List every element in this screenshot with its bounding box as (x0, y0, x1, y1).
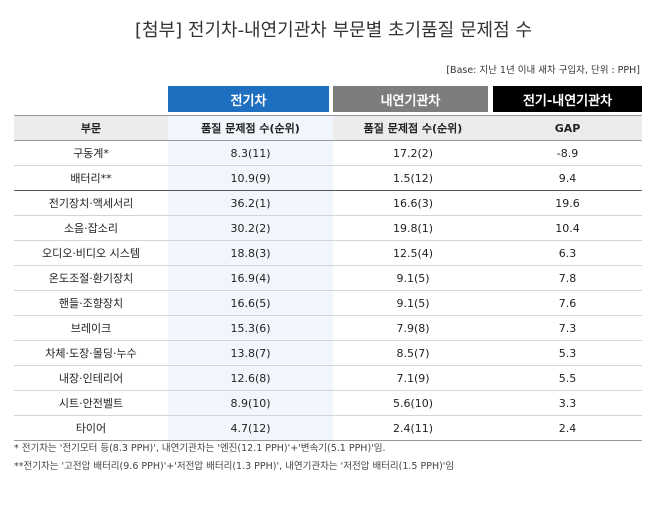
table-row: 브레이크 15.3(6) 7.9(8) 7.3 (14, 315, 642, 341)
ev-value-cell: 16.9(4) (168, 265, 333, 291)
ice-value-cell: 8.5(7) (333, 340, 493, 366)
table-row: 온도조절·환기장치 16.9(4) 9.1(5) 7.8 (14, 265, 642, 291)
gap-value-cell: 3.3 (493, 390, 642, 416)
ice-value-cell: 5.6(10) (333, 390, 493, 416)
ev-value-cell: 4.7(12) (168, 415, 333, 441)
ev-column-header: 품질 문제점 수(순위) (168, 115, 333, 141)
ice-value-cell: 1.5(12) (333, 165, 493, 191)
category-column-header: 부문 (14, 115, 168, 141)
ev-value-cell: 36.2(1) (168, 190, 333, 216)
footnote-battery: **전기차는 '고전압 배터리(9.6 PPH)'+'저전압 배터리(1.3 P… (14, 461, 455, 472)
ice-column-header: 품질 문제점 수(순위) (333, 115, 493, 141)
category-cell: 배터리** (14, 165, 168, 191)
gap-value-cell: 7.3 (493, 315, 642, 341)
ev-value-cell: 15.3(6) (168, 315, 333, 341)
ice-value-cell: 7.1(9) (333, 365, 493, 391)
category-cell: 타이어 (14, 415, 168, 441)
footnote-powertrain: * 전기차는 '전기모터 등(8.3 PPH)', 내연기관차는 '엔진(12.… (14, 443, 386, 454)
ice-value-cell: 17.2(2) (333, 140, 493, 166)
table-row: 타이어 4.7(12) 2.4(11) 2.4 (14, 415, 642, 441)
category-cell: 오디오·비디오 시스템 (14, 240, 168, 266)
category-cell: 구동계* (14, 140, 168, 166)
base-note: [Base: 지난 1년 이내 새차 구입자, 단위 : PPH] (446, 65, 640, 76)
ev-value-cell: 16.6(5) (168, 290, 333, 316)
table-row: 배터리** 10.9(9) 1.5(12) 9.4 (14, 165, 642, 191)
gap-value-cell: 9.4 (493, 165, 642, 191)
ice-value-cell: 2.4(11) (333, 415, 493, 441)
gap-value-cell: 2.4 (493, 415, 642, 441)
category-cell: 브레이크 (14, 315, 168, 341)
footnotes: * 전기차는 '전기모터 등(8.3 PPH)', 내연기관차는 '엔진(12.… (14, 440, 454, 476)
ev-value-cell: 12.6(8) (168, 365, 333, 391)
ev-value-cell: 18.8(3) (168, 240, 333, 266)
gap-value-cell: -8.9 (493, 140, 642, 166)
gap-value-cell: 5.5 (493, 365, 642, 391)
ice-value-cell: 9.1(5) (333, 265, 493, 291)
category-cell: 온도조절·환기장치 (14, 265, 168, 291)
ice-value-cell: 9.1(5) (333, 290, 493, 316)
gap-value-cell: 7.8 (493, 265, 642, 291)
table-row: 오디오·비디오 시스템 18.8(3) 12.5(4) 6.3 (14, 240, 642, 266)
table-row: 구동계* 8.3(11) 17.2(2) -8.9 (14, 140, 642, 166)
category-cell: 핸들·조향장치 (14, 290, 168, 316)
column-header-row: 부문 품질 문제점 수(순위) 품질 문제점 수(순위) GAP (14, 115, 642, 141)
table-row: 전기장치·액세서리 36.2(1) 16.6(3) 19.6 (14, 190, 642, 216)
table-row: 시트·안전벨트 8.9(10) 5.6(10) 3.3 (14, 390, 642, 416)
table-row: 차체·도장·몰딩·누수 13.8(7) 8.5(7) 5.3 (14, 340, 642, 366)
gap-value-cell: 5.3 (493, 340, 642, 366)
page-title: [첨부] 전기차-내연기관차 부문별 초기품질 문제점 수 (135, 20, 532, 41)
gap-value-cell: 7.6 (493, 290, 642, 316)
ice-group-header: 내연기관차 (333, 86, 488, 112)
ev-value-cell: 8.3(11) (168, 140, 333, 166)
ev-value-cell: 10.9(9) (168, 165, 333, 191)
ice-value-cell: 12.5(4) (333, 240, 493, 266)
gap-value-cell: 6.3 (493, 240, 642, 266)
ev-group-header: 전기차 (168, 86, 329, 112)
ev-value-cell: 8.9(10) (168, 390, 333, 416)
table-row: 소음·잡소리 30.2(2) 19.8(1) 10.4 (14, 215, 642, 241)
gap-value-cell: 19.6 (493, 190, 642, 216)
ice-value-cell: 19.8(1) (333, 215, 493, 241)
ice-value-cell: 16.6(3) (333, 190, 493, 216)
ev-value-cell: 30.2(2) (168, 215, 333, 241)
category-cell: 소음·잡소리 (14, 215, 168, 241)
quality-table: 부문 품질 문제점 수(순위) 품질 문제점 수(순위) GAP 구동계* 8.3… (14, 115, 642, 441)
category-cell: 내장·인테리어 (14, 365, 168, 391)
table-row: 내장·인테리어 12.6(8) 7.1(9) 5.5 (14, 365, 642, 391)
table-body: 구동계* 8.3(11) 17.2(2) -8.9 배터리** 10.9(9) 1.5(12… (14, 140, 642, 441)
ev-value-cell: 13.8(7) (168, 340, 333, 366)
gap-value-cell: 10.4 (493, 215, 642, 241)
category-cell: 차체·도장·몰딩·누수 (14, 340, 168, 366)
table-row: 핸들·조향장치 16.6(5) 9.1(5) 7.6 (14, 290, 642, 316)
gap-column-header: GAP (493, 115, 642, 141)
gap-group-header: 전기-내연기관차 (493, 86, 642, 112)
ice-value-cell: 7.9(8) (333, 315, 493, 341)
category-cell: 시트·안전벨트 (14, 390, 168, 416)
category-cell: 전기장치·액세서리 (14, 190, 168, 216)
